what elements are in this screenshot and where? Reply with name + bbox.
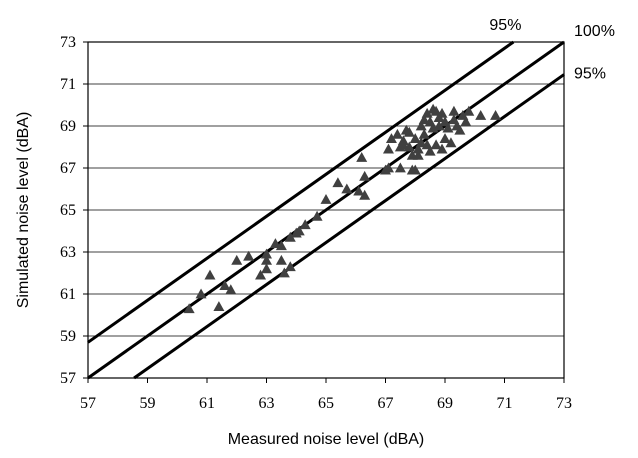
data-point — [284, 231, 296, 242]
x-tick-label: 65 — [318, 395, 334, 412]
reference-line — [133, 73, 565, 380]
data-point — [391, 128, 403, 139]
x-tick-label: 59 — [140, 395, 156, 412]
x-tick-label: 67 — [378, 395, 394, 412]
data-point — [353, 185, 365, 196]
data-point — [243, 250, 255, 261]
data-point — [424, 145, 436, 156]
data-point — [261, 263, 272, 274]
data-point — [433, 120, 445, 131]
data-point — [293, 225, 305, 236]
y-tick-label: 73 — [60, 34, 76, 51]
data-point — [436, 107, 448, 118]
data-point — [359, 189, 371, 200]
data-point — [460, 116, 472, 127]
data-point — [225, 284, 237, 295]
data-point — [385, 133, 397, 143]
data-point — [475, 110, 487, 120]
reference-line-label: 100% — [574, 23, 615, 40]
data-point — [394, 162, 406, 173]
data-point — [183, 303, 195, 314]
axis-labels: 57 59 61 63 65 67 69 71 73 57 59 61 63 65 67 69 71 73 95% 1… — [60, 17, 615, 412]
axis-ticks — [83, 41, 565, 383]
data-point — [311, 210, 323, 221]
data-point — [430, 139, 442, 150]
data-point — [409, 133, 421, 143]
data-point — [195, 288, 207, 299]
y-tick-label: 65 — [60, 202, 76, 219]
data-point — [269, 238, 281, 248]
data-point — [204, 269, 216, 280]
data-point — [418, 128, 430, 139]
x-tick-label: 69 — [437, 395, 453, 412]
x-tick-label: 61 — [199, 395, 215, 412]
y-tick-label: 59 — [60, 328, 76, 345]
data-point — [278, 267, 290, 278]
data-point — [397, 139, 409, 150]
data-point — [261, 254, 272, 265]
reference-line — [87, 40, 565, 380]
reference-line-label: 95% — [574, 66, 606, 83]
data-point — [382, 143, 394, 154]
data-point — [359, 170, 371, 181]
data-point — [341, 183, 353, 194]
data-point — [445, 137, 457, 148]
x-axis-title: Measured noise level (dBA) — [228, 431, 425, 448]
data-points — [183, 103, 502, 314]
data-point — [275, 254, 287, 265]
data-point — [219, 280, 231, 290]
x-tick-label: 71 — [497, 395, 513, 412]
y-tick-label: 69 — [60, 118, 76, 135]
data-point — [436, 143, 448, 154]
data-point — [439, 133, 451, 143]
data-point — [415, 137, 427, 148]
data-point — [320, 194, 332, 204]
y-tick-label: 61 — [60, 286, 76, 303]
data-point — [412, 143, 424, 154]
y-tick-label: 71 — [60, 76, 76, 93]
y-tick-label: 63 — [60, 244, 76, 261]
data-point — [299, 219, 311, 230]
data-point — [415, 120, 427, 131]
data-point — [275, 240, 287, 251]
data-point — [403, 126, 415, 137]
data-point — [463, 105, 475, 116]
data-point — [418, 114, 430, 125]
data-point — [284, 261, 296, 272]
gridlines — [88, 83, 564, 337]
data-point — [454, 124, 466, 135]
data-point — [255, 269, 267, 280]
data-point — [409, 164, 421, 175]
data-point — [403, 141, 415, 152]
data-point — [442, 122, 454, 133]
y-axis-title: Simulated noise level (dBA) — [15, 112, 32, 309]
reference-line-label: 95% — [489, 17, 521, 34]
reference-line — [87, 40, 515, 344]
reference-lines — [87, 40, 565, 380]
data-point — [490, 110, 502, 120]
y-tick-label: 57 — [60, 370, 76, 387]
data-point — [231, 254, 243, 265]
data-point — [356, 152, 368, 162]
data-point — [261, 248, 272, 259]
data-point — [332, 177, 344, 188]
y-tick-label: 67 — [60, 160, 76, 177]
x-tick-label: 57 — [80, 395, 96, 412]
x-tick-label: 73 — [556, 395, 572, 412]
data-point — [213, 301, 225, 311]
data-point — [421, 107, 433, 118]
data-point — [382, 162, 394, 173]
data-point — [412, 149, 424, 160]
data-point — [448, 105, 460, 116]
x-tick-label: 63 — [259, 395, 275, 412]
